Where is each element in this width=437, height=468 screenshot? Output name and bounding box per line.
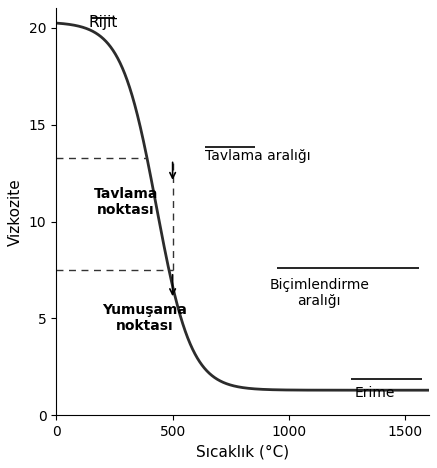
Y-axis label: Vizkozite: Vizkozite bbox=[8, 178, 23, 246]
Text: Biçimlendirme
aralığı: Biçimlendirme aralığı bbox=[269, 278, 369, 308]
Text: Yumuşama
noktası: Yumuşama noktası bbox=[102, 303, 187, 333]
Text: Tavlama aralığı: Tavlama aralığı bbox=[205, 149, 311, 163]
Text: Tavlama
noktası: Tavlama noktası bbox=[94, 187, 158, 217]
Text: Erime: Erime bbox=[355, 386, 395, 400]
X-axis label: Sıcaklık (°C): Sıcaklık (°C) bbox=[196, 445, 289, 460]
Text: Rijit: Rijit bbox=[88, 15, 118, 29]
